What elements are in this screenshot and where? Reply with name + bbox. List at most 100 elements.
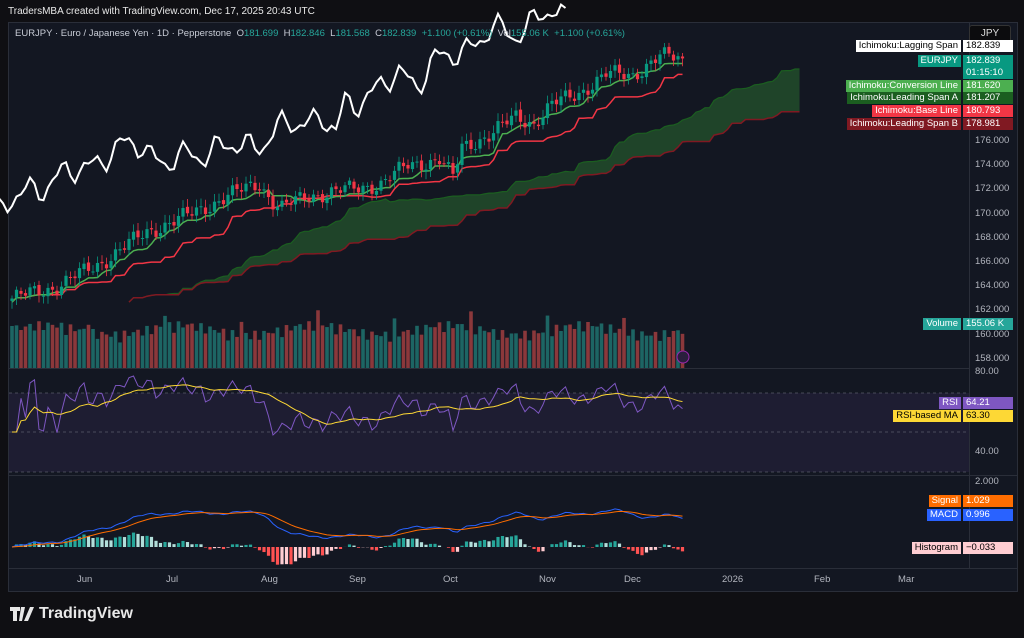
candle-body (577, 92, 581, 101)
candle-body (419, 160, 424, 171)
macd-histogram-bar (257, 547, 262, 551)
macd-histogram-bar (424, 544, 428, 547)
volume-bar (622, 317, 626, 368)
ichimoku-conversion-line-label: Ichimoku:Conversion Line (845, 80, 961, 92)
candle-body (253, 182, 257, 191)
candle-body (271, 195, 275, 210)
ichimoku-cloud-segment (498, 191, 503, 209)
macd-histogram-bar (176, 543, 181, 547)
volume-bar (604, 333, 608, 368)
ichimoku-cloud-segment (493, 192, 498, 210)
ichimoku-cloud-segment (259, 255, 264, 266)
macd-histogram-bar (163, 542, 167, 547)
macd-histogram-bar (419, 542, 424, 547)
histogram-label: Histogram (911, 542, 961, 554)
candle-body (505, 120, 509, 125)
ichimoku-cloud-segment (646, 131, 651, 157)
low-label: L (330, 28, 336, 39)
time-axis-label: Aug (261, 574, 278, 585)
ichimoku-cloud-segment (687, 116, 692, 142)
ichimoku-cloud-segment (466, 194, 471, 216)
ichimoku-cloud-segment (300, 231, 305, 255)
volume-bar (365, 339, 370, 368)
ichimoku-cloud-segment (250, 256, 255, 267)
price-axis-label: 162.000 (975, 304, 1010, 316)
volume-bar (167, 322, 172, 368)
volume-bar (397, 336, 401, 368)
ichimoku-cloud-segment (606, 156, 611, 174)
candle-body (424, 169, 428, 172)
volume-bar (482, 330, 487, 368)
tradingview-logo[interactable]: TradingView (10, 605, 133, 623)
macd-histogram-bar (500, 535, 505, 547)
ichimoku-base-line-value: 180.793 (963, 105, 1013, 117)
volume-bar (478, 326, 482, 368)
candle-body (10, 298, 14, 301)
volume-bar (464, 330, 469, 368)
volume-bar (203, 333, 208, 368)
volume-bar (55, 327, 59, 368)
candle-body (374, 190, 379, 195)
macd-axis-label: 2.000 (975, 476, 999, 487)
candle-body (392, 170, 397, 180)
candle-body (545, 103, 550, 119)
macd-histogram-bar (577, 545, 581, 547)
candle-body (145, 229, 149, 239)
ichimoku-cloud-segment (390, 201, 395, 240)
macd-histogram-bar (145, 535, 149, 547)
ichimoku-cloud-segment (421, 199, 426, 231)
macd-histogram-bar (37, 543, 41, 547)
macd-histogram-bar (226, 547, 230, 548)
volume-bar (154, 325, 158, 368)
volume-bar (500, 330, 505, 368)
candle-body (55, 290, 59, 296)
ichimoku-cloud-segment (336, 220, 341, 252)
histogram-value: −0.033 (963, 542, 1013, 554)
ichimoku-cloud-segment (372, 201, 377, 240)
candle-body (167, 223, 172, 225)
macd-histogram-bar (82, 534, 86, 547)
ichimoku-cloud-segment (349, 207, 354, 244)
macd-histogram-bar (32, 541, 37, 547)
candle-body (248, 181, 253, 183)
ichimoku-cloud-segment (583, 161, 588, 176)
conversion-line (11, 62, 683, 303)
volume-bar (518, 338, 523, 368)
ichimoku-cloud-segment (673, 123, 678, 152)
macd-histogram-bar (599, 542, 604, 547)
macd-label: MACD (927, 509, 961, 521)
symbol-title[interactable]: EURJPY · Euro / Japanese Yen · 1D · Pepp… (15, 28, 232, 39)
candle-body (73, 276, 77, 279)
ichimoku-cloud-segment (354, 207, 359, 243)
candle-body (590, 89, 595, 94)
ichimoku-cloud-segment (597, 160, 602, 175)
candle-body (266, 190, 271, 198)
volume-bar (460, 324, 464, 368)
volume-bar (383, 331, 388, 368)
macd-histogram-bar (149, 536, 154, 547)
candle-body (95, 262, 100, 272)
macd-histogram-bar (379, 547, 383, 548)
macd-histogram-bar (77, 536, 82, 547)
ichimoku-cloud-segment (633, 133, 638, 158)
volume-bar (374, 335, 379, 368)
volume-bar (487, 332, 491, 368)
candle-body (617, 64, 622, 73)
rsi-axis-label: 40.00 (975, 446, 999, 457)
volume-bar (244, 332, 248, 368)
ichimoku-cloud-segment (408, 199, 413, 237)
volume-bar (599, 323, 604, 368)
macd-histogram-bar (293, 547, 298, 562)
volume-bar (410, 334, 415, 368)
bar-countdown: 01:15:10 (966, 67, 1003, 78)
macd-histogram-bar (131, 532, 136, 547)
candle-body (383, 179, 388, 181)
macd-histogram-bar (536, 547, 541, 552)
candle-body (518, 109, 523, 122)
candle-body (415, 161, 419, 163)
ichimoku-cloud-segment (309, 229, 314, 254)
volume-bar (145, 325, 149, 368)
time-axis-label: Jul (166, 574, 179, 585)
candle-body (136, 230, 140, 238)
